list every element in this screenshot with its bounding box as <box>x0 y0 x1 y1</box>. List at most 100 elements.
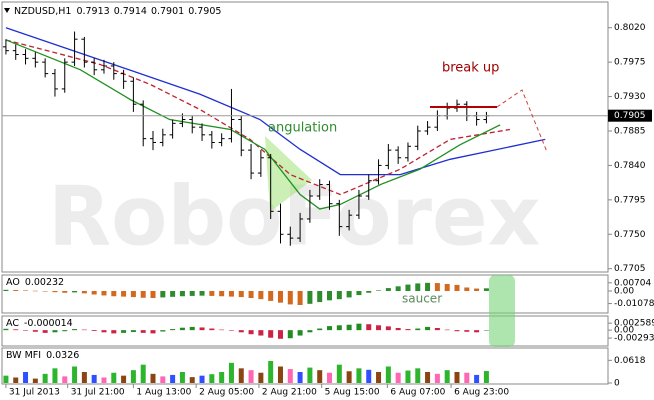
histogram-bar <box>111 330 117 334</box>
angulation-shape <box>265 136 312 212</box>
histogram-bar <box>327 326 333 331</box>
histogram-bar <box>130 370 136 383</box>
histogram-bar <box>268 361 274 383</box>
histogram-bar <box>454 372 460 383</box>
histogram-bar <box>111 372 117 383</box>
histogram-bar <box>238 330 244 333</box>
x-tick-label: 1 Aug 13:00 <box>136 388 191 398</box>
histogram-bar <box>444 329 450 331</box>
y-tick-label: 0.7930 <box>614 92 646 102</box>
histogram-bar <box>32 330 38 332</box>
histogram-bar <box>434 283 440 291</box>
histogram-bar <box>199 327 205 331</box>
moving-average <box>5 27 546 176</box>
histogram-bar <box>228 330 234 331</box>
histogram-bar <box>258 291 264 300</box>
histogram-bar <box>23 372 29 383</box>
histogram-bar <box>336 364 342 383</box>
histogram-bar <box>297 372 303 383</box>
histogram-bar <box>189 377 195 383</box>
histogram-bar <box>307 367 313 383</box>
histogram-bar <box>209 374 215 383</box>
histogram-bar <box>228 362 234 383</box>
ac-panel <box>1 315 609 347</box>
histogram-bar <box>140 330 146 333</box>
histogram-bar <box>277 366 283 383</box>
histogram-bar <box>81 291 87 294</box>
histogram-bar <box>150 291 156 298</box>
y-tick-label: 0.7795 <box>614 195 646 205</box>
ao-panel <box>1 274 609 314</box>
histogram-bar <box>3 289 9 291</box>
menu-arrow[interactable] <box>4 8 10 13</box>
histogram-bar <box>238 291 244 298</box>
histogram-bar <box>23 330 29 331</box>
x-tick-label: 2 Aug 05:00 <box>199 388 254 398</box>
histogram-bar <box>130 330 136 333</box>
histogram-bar <box>268 291 274 301</box>
histogram-bar <box>219 329 225 331</box>
histogram-bar <box>52 330 58 333</box>
moving-average <box>5 39 501 210</box>
histogram-bar <box>91 291 97 295</box>
histogram-bar <box>464 330 470 332</box>
histogram-bar <box>474 330 480 333</box>
indicator-value: -0.000014 <box>24 318 73 329</box>
histogram-bar <box>395 327 401 331</box>
histogram-bar <box>395 372 401 383</box>
histogram-bar <box>356 291 362 296</box>
y-tick-label: -0.00293 <box>614 334 654 344</box>
histogram-bar <box>140 364 146 383</box>
histogram-bar <box>277 330 283 339</box>
histogram-bar <box>52 291 58 293</box>
histogram-bar <box>317 328 323 331</box>
histogram-bar <box>248 370 254 383</box>
histogram-bar <box>415 283 421 291</box>
histogram-bar <box>366 291 372 293</box>
histogram-bar <box>62 330 68 332</box>
indicator-name: AC <box>6 318 19 329</box>
histogram-bar <box>160 330 166 332</box>
indicator-value: 0.00232 <box>25 277 64 288</box>
histogram-bar <box>121 330 127 333</box>
histogram-bar <box>42 330 48 333</box>
histogram-bar <box>483 330 489 331</box>
y-tick-label: 0.7840 <box>614 161 646 171</box>
y-tick-label: 0.7975 <box>614 58 646 68</box>
header: NZDUSD,H1 0.7913 0.7914 0.7901 0.7905 <box>14 6 221 17</box>
histogram-bar <box>179 372 185 383</box>
histogram-bar <box>72 329 78 331</box>
histogram-bar <box>376 372 382 383</box>
histogram-bar <box>307 330 313 333</box>
histogram-bar <box>425 282 431 291</box>
histogram-bar <box>42 291 48 292</box>
histogram-bar <box>268 330 274 338</box>
header-low: 0.7901 <box>151 6 184 17</box>
histogram-bar <box>385 326 391 331</box>
indicator-name: BW MFI <box>6 350 41 361</box>
histogram-bar <box>81 329 87 331</box>
histogram-bar <box>356 323 362 331</box>
saucer-highlight <box>489 275 515 347</box>
histogram-bar <box>297 291 303 305</box>
annotation: saucer <box>402 292 442 306</box>
panel-title: BW MFI 0.0326 <box>6 350 79 361</box>
histogram-bar <box>3 328 9 331</box>
y-tick-label: 0.00704 <box>614 278 651 288</box>
histogram-bar <box>346 371 352 383</box>
histogram-bar <box>434 373 440 383</box>
histogram-bar <box>248 330 254 335</box>
histogram-bar <box>366 369 372 383</box>
histogram-bar <box>160 376 166 383</box>
panel-title: AC -0.000014 <box>6 318 73 329</box>
histogram-bar <box>101 330 107 333</box>
histogram-bar <box>346 324 352 331</box>
x-tick-label: 2 Aug 21:00 <box>262 388 317 398</box>
histogram-bar <box>3 375 9 383</box>
histogram-bar <box>189 326 195 331</box>
histogram-bar <box>405 370 411 383</box>
histogram-bar <box>415 368 421 383</box>
panel-title: AO 0.00232 <box>6 277 64 288</box>
